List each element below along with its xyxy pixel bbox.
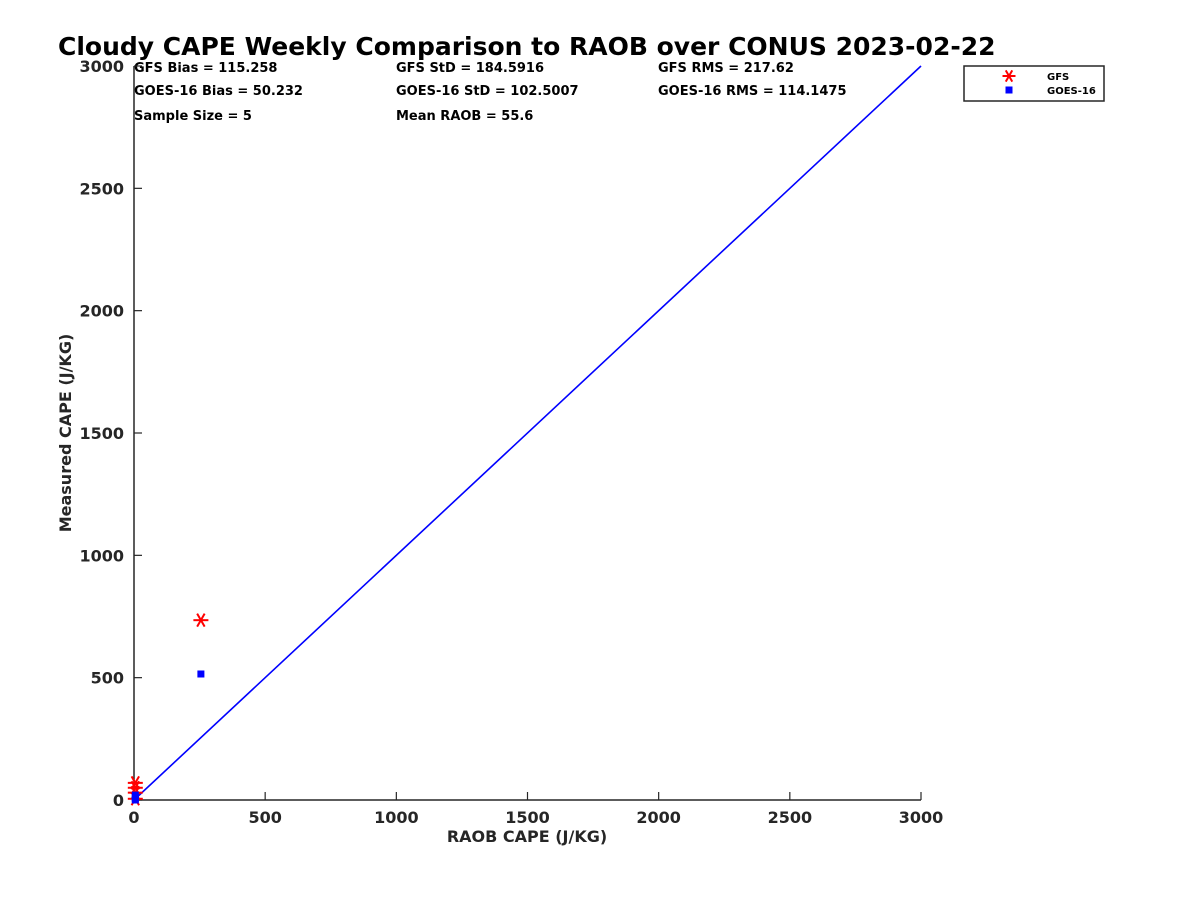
- stat-mean-raob: Mean RAOB = 55.6: [396, 109, 533, 124]
- stat-gfs-rms: GFS RMS = 217.62: [658, 61, 794, 76]
- gfs-point: [193, 613, 209, 628]
- y-tick-label: 2000: [79, 302, 124, 321]
- y-tick-label: 500: [91, 669, 124, 688]
- x-tick-label: 2000: [636, 808, 681, 827]
- y-tick-label: 1000: [79, 546, 124, 565]
- legend-marker-goes16: [1005, 86, 1013, 94]
- stat-sample-size: Sample Size = 5: [134, 109, 252, 124]
- y-ticks: 0 500 1000 1500 2000 2500 3000: [79, 57, 142, 810]
- x-tick-label: 3000: [899, 808, 944, 827]
- stat-gfs-bias: GFS Bias = 115.258: [134, 61, 277, 76]
- stat-goes-std: GOES-16 StD = 102.5007: [396, 84, 579, 99]
- y-tick-label: 1500: [79, 424, 124, 443]
- stat-goes-bias: GOES-16 Bias = 50.232: [134, 84, 303, 99]
- x-axis-label: RAOB CAPE (J/KG): [447, 827, 607, 846]
- legend-box: [963, 65, 1105, 102]
- chart-title: Cloudy CAPE Weekly Comparison to RAOB ov…: [58, 32, 996, 61]
- y-tick-label: 0: [113, 791, 124, 810]
- x-tick-label: 1000: [374, 808, 419, 827]
- stat-goes-rms: GOES-16 RMS = 114.1475: [658, 84, 847, 99]
- legend-marker-gfs: [1002, 69, 1016, 83]
- legend-label: GOES-16: [1047, 86, 1096, 97]
- x-tick-label: 500: [248, 808, 281, 827]
- reference-line-group: [133, 65, 922, 801]
- x-ticks: 0 500 1000 1500 2000 2500 3000: [128, 792, 943, 827]
- y-tick-label: 3000: [79, 57, 124, 76]
- x-tick-label: 0: [128, 808, 139, 827]
- stat-gfs-std: GFS StD = 184.5916: [396, 61, 544, 76]
- legend-label: GFS: [1047, 72, 1069, 83]
- goes16-point: [197, 670, 205, 678]
- legend: GFS GOES-16: [963, 65, 1105, 102]
- x-tick-label: 2500: [768, 808, 813, 827]
- stats-annotations: GFS Bias = 115.258 GFS StD = 184.5916 GF…: [134, 61, 847, 124]
- x-tick-label: 1500: [505, 808, 550, 827]
- y-tick-label: 2500: [79, 179, 124, 198]
- y-axis-label: Measured CAPE (J/KG): [56, 334, 75, 533]
- data-points: [127, 613, 209, 806]
- goes16-point: [131, 796, 139, 804]
- reference-line: [133, 65, 922, 801]
